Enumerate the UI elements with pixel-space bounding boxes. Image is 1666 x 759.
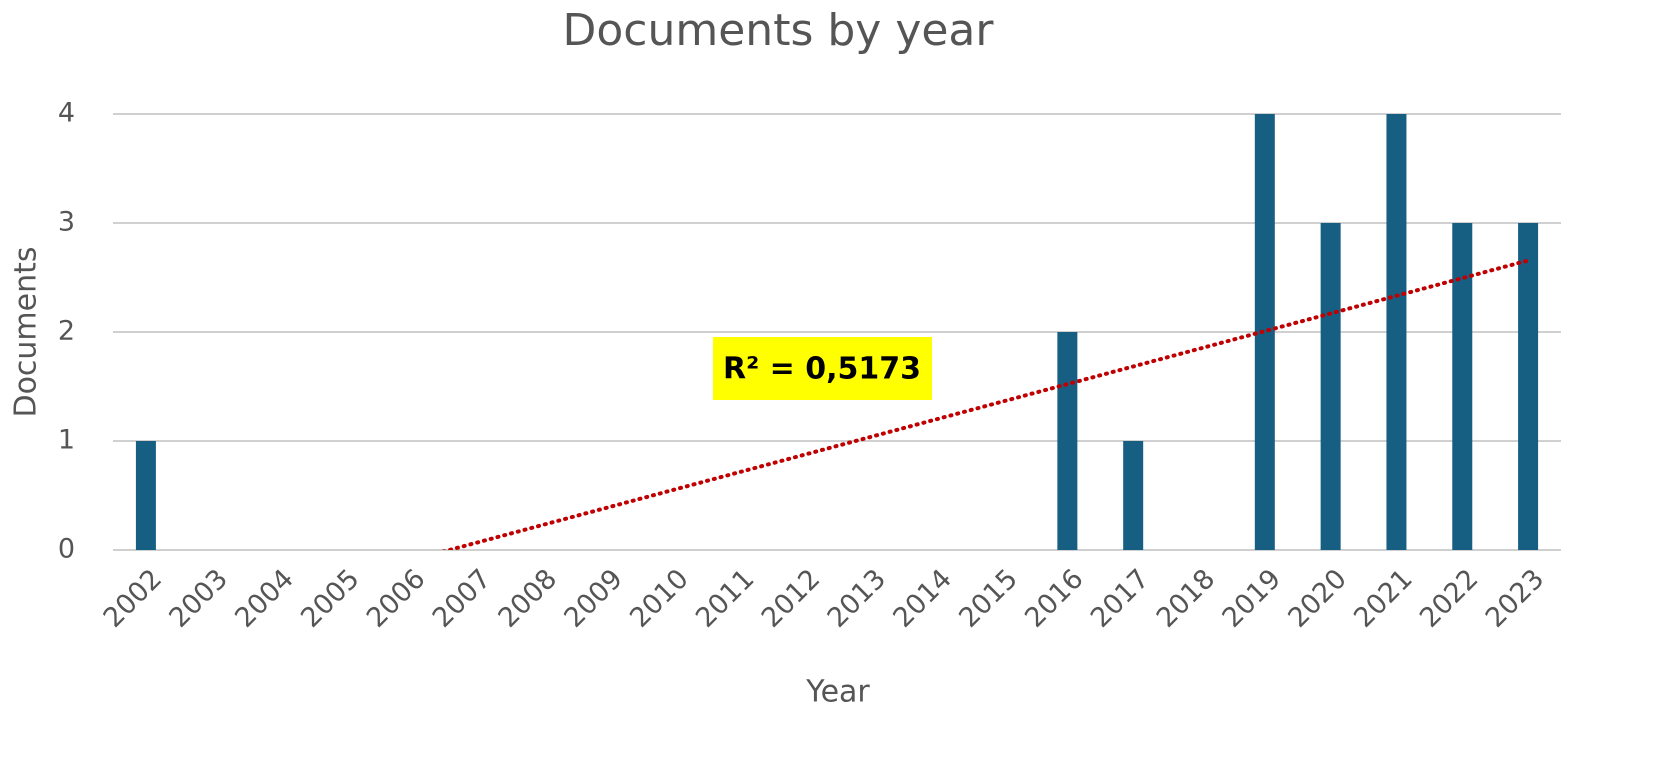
bar — [1057, 332, 1078, 550]
trendline-group — [441, 258, 1531, 550]
bar — [1386, 114, 1407, 550]
y-tick-label: 4 — [58, 98, 75, 129]
x-tick-label: 2018 — [1151, 563, 1222, 634]
x-tick-label: 2005 — [295, 563, 366, 634]
bar — [1123, 441, 1144, 550]
bar — [1254, 114, 1275, 550]
y-tick-label: 3 — [58, 207, 75, 238]
x-tick-label: 2013 — [822, 563, 893, 634]
bar — [1518, 223, 1539, 550]
x-tick-label: 2019 — [1217, 563, 1288, 634]
annotation-box — [713, 337, 932, 400]
y-tick-label: 2 — [58, 316, 75, 347]
x-tick-label: 2021 — [1348, 563, 1419, 634]
x-tick-label: 2020 — [1282, 563, 1353, 634]
x-tick-label: 2023 — [1480, 563, 1551, 634]
x-tick-label: 2002 — [98, 563, 169, 634]
x-tick-label: 2012 — [756, 563, 827, 634]
y-axis-title: Documents — [9, 246, 44, 417]
y-tick-label: 1 — [58, 425, 75, 456]
x-tick-label: 2006 — [361, 563, 432, 634]
x-tick-label: 2017 — [1085, 563, 1156, 634]
x-tick-label: 2008 — [493, 563, 564, 634]
y-tick-label: 0 — [58, 534, 75, 565]
x-tick-label: 2014 — [887, 563, 958, 634]
x-tick-label: 2016 — [1019, 563, 1090, 634]
x-tick-label: 2003 — [163, 563, 234, 634]
bar — [1452, 223, 1473, 550]
x-tick-label: 2007 — [427, 563, 498, 634]
x-tick-label: 2022 — [1414, 563, 1485, 634]
x-tick-label: 2010 — [624, 563, 695, 634]
annotation: R² = 0,5173 — [723, 352, 921, 387]
x-tick-label: 2015 — [953, 563, 1024, 634]
x-tick-label: 2011 — [690, 563, 761, 634]
x-tick-label: 2009 — [558, 563, 629, 634]
trendline — [441, 258, 1531, 550]
x-axis-title: Year — [805, 675, 870, 710]
chart-title: Documents by year — [563, 5, 995, 56]
x-tick-label: 2004 — [229, 563, 300, 634]
bar — [1320, 223, 1341, 550]
bar — [135, 441, 156, 550]
